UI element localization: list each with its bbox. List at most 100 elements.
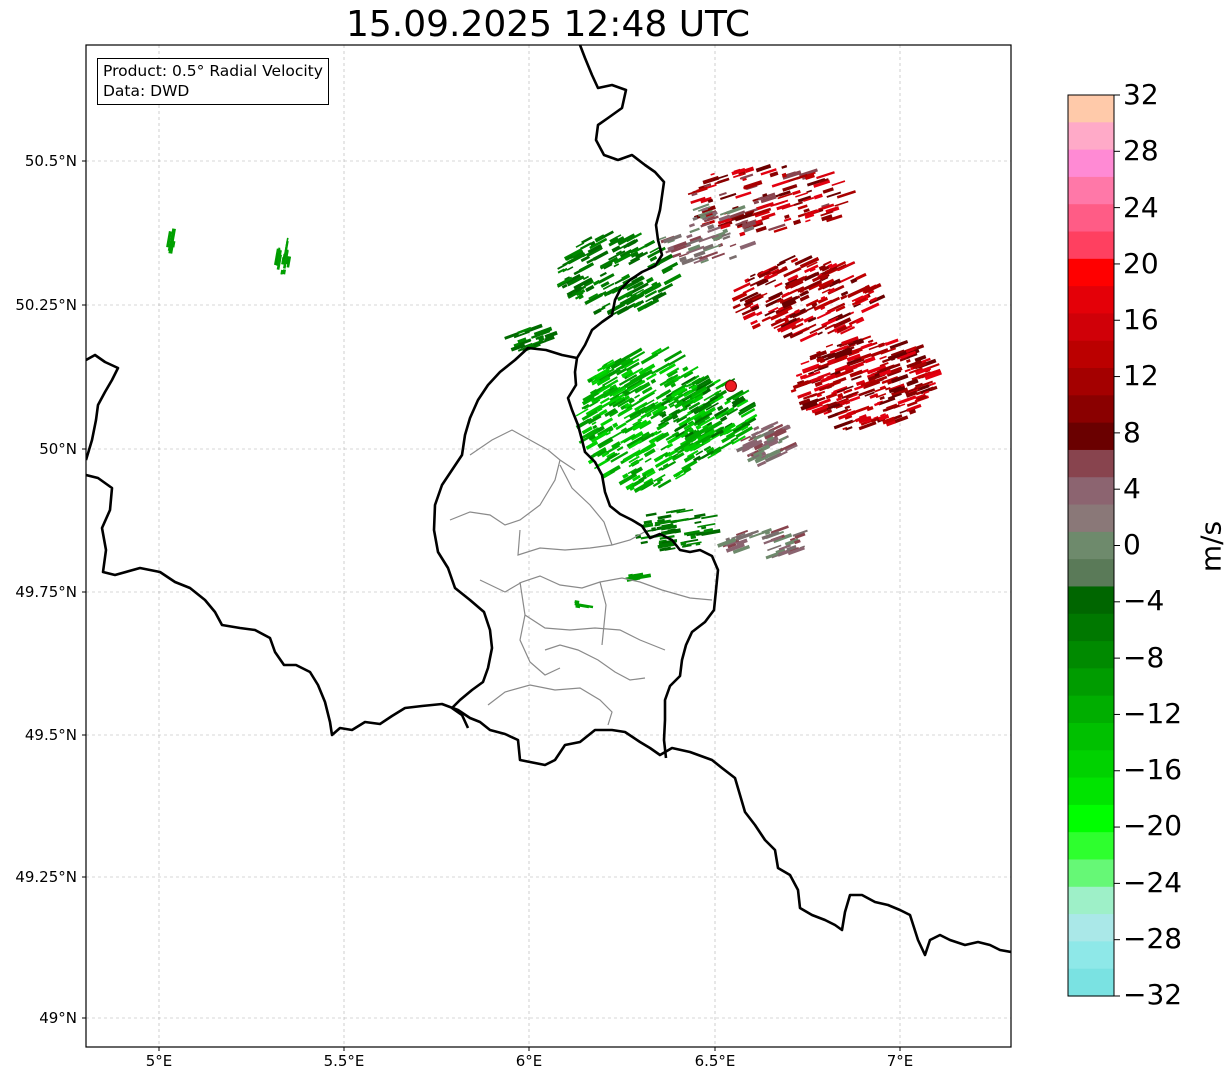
radar-echo <box>739 291 759 303</box>
radar-echo <box>749 435 757 440</box>
radar-echo <box>838 412 852 420</box>
radar-echo <box>621 273 631 281</box>
radar-echo <box>885 386 891 391</box>
radar-echo <box>544 330 558 339</box>
radar-echo <box>604 407 617 417</box>
radar-echo <box>674 517 689 523</box>
radar-echo <box>618 472 638 486</box>
radar-echo <box>874 401 881 407</box>
colorbar-segment <box>1068 122 1114 151</box>
radar-echo <box>846 358 865 367</box>
radar-echo <box>836 385 854 393</box>
radar-echo <box>274 253 280 266</box>
radar-echo <box>650 378 657 384</box>
radar-echo <box>669 403 675 408</box>
radar-echo <box>584 292 604 306</box>
radar-echo <box>696 378 712 390</box>
radar-echo <box>773 226 788 233</box>
radar-echo <box>654 455 674 468</box>
radar-echo <box>683 421 696 431</box>
radar-echo <box>728 254 738 261</box>
radar-echo <box>833 322 841 329</box>
radar-echo <box>900 352 916 360</box>
radar-echo <box>599 271 607 278</box>
radar-echo <box>698 209 713 217</box>
radar-echo <box>765 268 780 277</box>
radar-echo <box>681 459 698 472</box>
radar-echo <box>765 449 779 459</box>
radar-echo <box>689 443 702 452</box>
radar-echo <box>865 417 876 423</box>
colorbar-tick-label: 20 <box>1123 247 1159 280</box>
radar-echo <box>613 263 620 268</box>
radar-echo <box>771 179 790 188</box>
radar-echo <box>684 431 694 439</box>
radar-echo <box>682 366 689 372</box>
radar-echo <box>624 403 633 410</box>
radar-echo <box>813 365 829 373</box>
radar-echo <box>697 428 716 441</box>
radar-echo <box>628 573 633 578</box>
radar-echo <box>588 433 596 441</box>
radar-echo <box>806 189 813 194</box>
radar-echo <box>616 367 628 376</box>
radar-echo <box>640 535 655 540</box>
radar-echo <box>625 482 636 491</box>
radar-echo <box>668 398 679 407</box>
radar-echo <box>170 238 174 250</box>
radar-echo <box>643 298 660 309</box>
colorbar-segment <box>1068 258 1114 287</box>
radar-echo <box>701 526 707 530</box>
colorbar-segment <box>1068 313 1114 342</box>
radar-echo <box>835 403 843 409</box>
radar-echo <box>667 245 675 252</box>
radar-echo <box>849 369 864 378</box>
radar-echo <box>667 393 684 404</box>
radar-echo <box>809 371 815 375</box>
radar-echo <box>782 170 802 180</box>
radar-echo <box>894 388 907 396</box>
colorbar-segment <box>1068 477 1114 506</box>
radar-echo <box>753 200 760 205</box>
radar-echo <box>671 413 679 420</box>
radar-echo <box>626 398 644 410</box>
radar-echo <box>742 311 757 321</box>
radar-echo <box>602 376 618 387</box>
radar-echo <box>623 358 640 369</box>
radar-echo <box>707 226 722 234</box>
radar-echo <box>632 480 643 488</box>
radar-echo <box>632 474 641 482</box>
radar-echo <box>813 193 823 200</box>
radar-echo <box>809 324 828 335</box>
radar-echo <box>758 270 771 279</box>
radar-echo <box>687 409 706 423</box>
radar-echo <box>663 233 682 244</box>
radar-echo <box>612 305 628 316</box>
radar-echo <box>625 575 640 580</box>
radar-echo <box>617 397 633 408</box>
radar-echo <box>608 409 619 418</box>
radar-echo <box>799 290 810 297</box>
radar-echo <box>715 426 725 433</box>
radar-echo <box>841 391 859 399</box>
radar-echo <box>657 258 668 265</box>
radar-echo <box>703 445 712 452</box>
radar-echo <box>693 257 709 264</box>
radar-echo <box>788 276 806 287</box>
radar-echo <box>819 178 829 184</box>
radar-echo <box>842 426 848 431</box>
radar-site-marker <box>725 380 737 392</box>
radar-echo <box>803 196 815 203</box>
radar-echo <box>519 339 531 346</box>
radar-echo <box>879 395 885 401</box>
radar-echo <box>811 302 818 308</box>
radar-echo <box>686 541 702 546</box>
radar-echo <box>644 457 652 463</box>
radar-echo <box>701 387 712 396</box>
radar-echo <box>690 255 703 262</box>
radar-echo <box>618 302 636 314</box>
radar-echo <box>591 372 609 384</box>
radar-echo <box>858 421 877 431</box>
radar-echo <box>740 435 751 442</box>
radar-echo <box>611 245 621 253</box>
